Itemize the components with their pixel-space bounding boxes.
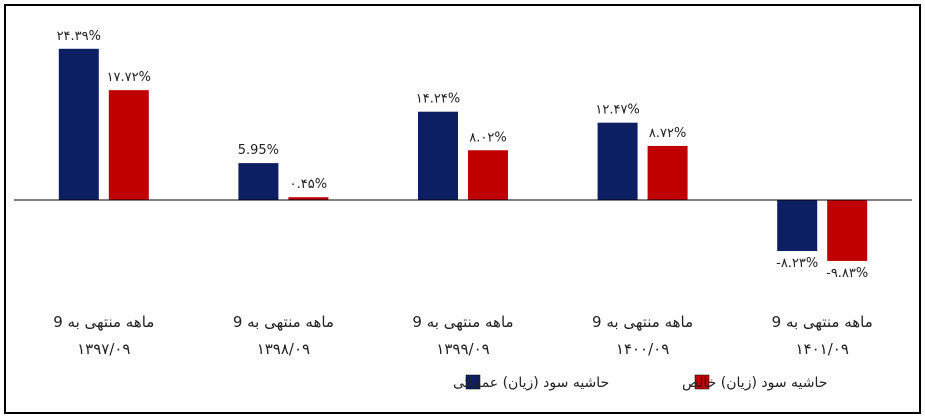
bar-series1-cat2 xyxy=(468,150,508,200)
bar-series0-cat4 xyxy=(777,200,818,252)
bar-series1-cat4 xyxy=(827,200,868,261)
bar-series0-cat0 xyxy=(58,48,99,201)
category-label-4-line0: 9 ماهه منتهی به xyxy=(772,313,873,331)
category-label-2-line1: ۱۳۹۹/۰۹ xyxy=(436,340,489,358)
data-label-series0-cat2: ۱۴.۲۴% xyxy=(416,92,460,107)
chart-frame xyxy=(4,4,921,414)
category-label-1-line0: 9 ماهه منتهی به xyxy=(233,313,334,331)
bars-group xyxy=(58,48,868,261)
legend: حاشیه سود (زیان) عملیاتی حاشیه سود (زیان… xyxy=(453,374,827,391)
legend-swatch-operating xyxy=(465,374,481,390)
data-label-series1-cat1: ۰.۴۵% xyxy=(290,177,327,192)
category-label-3-line1: ۱۴۰۰/۰۹ xyxy=(616,340,669,358)
bar-series0-cat1 xyxy=(238,163,279,200)
data-label-series0-cat1: 5.95% xyxy=(238,143,279,158)
category-label-1-line1: ۱۳۹۸/۰۹ xyxy=(257,340,310,358)
data-label-series0-cat4: -۸.۲۳% xyxy=(776,256,818,271)
data-label-series1-cat2: ۸.۰۲% xyxy=(469,130,506,145)
category-label-2-line0: 9 ماهه منتهی به xyxy=(412,313,513,331)
category-labels-group: 9 ماهه منتهی به ۱۳۹۷/۰۹ 9 ماهه منتهی به ۱۳۹… xyxy=(53,313,873,358)
data-label-series1-cat0: ۱۷.۷۲% xyxy=(107,70,151,85)
category-label-0-line1: ۱۳۹۷/۰۹ xyxy=(77,340,130,358)
category-label-0-line0: 9 ماهه منتهی به xyxy=(53,313,154,331)
category-label-4-line1: ۱۴۰۱/۰۹ xyxy=(795,340,848,358)
category-label-3-line0: 9 ماهه منتهی به xyxy=(592,313,693,331)
data-label-series1-cat4: -۹.۸۳% xyxy=(826,266,868,281)
legend-label-operating: حاشیه سود (زیان) عملیاتی xyxy=(453,375,609,391)
bar-series0-cat2 xyxy=(418,111,458,200)
data-label-series1-cat3: ۸.۷۲% xyxy=(649,126,686,141)
data-label-series0-cat0: ۲۴.۳۹% xyxy=(57,29,101,44)
bar-series1-cat3 xyxy=(647,145,688,200)
data-label-series0-cat3: ۱۲.۴۷% xyxy=(595,103,639,118)
legend-label-net: حاشیه سود (زیان) خالص xyxy=(682,375,827,391)
bar-series1-cat0 xyxy=(108,90,149,200)
bar-series1-cat1 xyxy=(288,197,329,200)
bar-series0-cat3 xyxy=(597,122,638,200)
legend-swatch-net xyxy=(694,374,710,390)
data-labels-group: ۲۴.۳۹% ۱۷.۷۲% 5.95% ۰.۴۵% ۱۴.۲۴% ۸.۰۲% ۱۲.۴۷% ۸… xyxy=(57,29,869,281)
